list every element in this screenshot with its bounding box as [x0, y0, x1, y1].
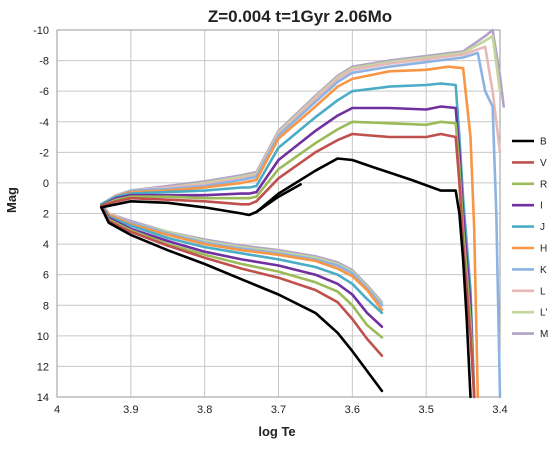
legend-label: R — [540, 179, 547, 190]
series-line-lower — [100, 206, 384, 393]
series-line-giant — [255, 157, 472, 399]
series-H-group — [100, 65, 480, 399]
series-line-upper — [100, 196, 258, 208]
x-tick-label: 3.7 — [271, 404, 286, 416]
series-B-group — [100, 157, 472, 399]
legend-label: V — [540, 158, 547, 169]
x-tick-label: 3.6 — [345, 404, 360, 416]
series-V-group — [100, 132, 476, 399]
series-line-lower — [100, 203, 384, 312]
y-tick-label: -2 — [39, 147, 49, 159]
x-tick-label: 3.5 — [419, 404, 434, 416]
x-tick-label: 3.4 — [492, 404, 507, 416]
legend-label: B — [540, 137, 547, 148]
legend-item: I — [512, 201, 543, 212]
y-tick-label: -8 — [39, 56, 49, 68]
legend-label: I — [540, 201, 543, 212]
legend-item: L — [512, 286, 546, 297]
x-tick-labels: 4 3.9 3.8 3.7 3.6 3.5 3.4 — [54, 404, 508, 416]
x-tick-label: 3.8 — [197, 404, 212, 416]
series-R-group — [100, 120, 476, 399]
y-axis-label: Mag — [4, 187, 19, 213]
legend-label: K — [540, 265, 547, 276]
series-K-group — [100, 51, 502, 399]
legend-item: R — [512, 179, 547, 190]
y-tick-label: -10 — [33, 25, 49, 37]
series-line-lower — [100, 204, 384, 339]
series-line-upper — [100, 190, 258, 208]
chart-title: Z=0.004 t=1Gyr 2.06Mo — [208, 7, 392, 26]
legend-item: K — [512, 265, 547, 276]
y-tick-label: 0 — [43, 178, 49, 190]
y-tick-label: -4 — [39, 117, 49, 129]
series-line-lower — [100, 203, 384, 307]
series-line-lower — [100, 204, 384, 357]
series-line-giant — [255, 45, 502, 177]
legend-item: B — [512, 137, 547, 148]
x-tick-label: 3.9 — [123, 404, 138, 416]
legend-label: H — [540, 244, 547, 255]
legend-label: J — [540, 222, 545, 233]
grid-layer — [56, 29, 501, 398]
y-tick-label: -6 — [39, 86, 49, 98]
legend-item: M — [512, 329, 548, 340]
legend-item: H — [512, 244, 547, 255]
series-M-group — [100, 28, 505, 304]
legend-item: J — [512, 222, 545, 233]
series-line-upper — [100, 195, 258, 208]
legend-label: M — [540, 329, 548, 340]
y-tick-label: 2 — [43, 209, 49, 221]
series-L-group — [100, 45, 502, 307]
series-layer — [100, 28, 505, 399]
y-tick-label: 8 — [43, 300, 49, 312]
y-tick-label: 10 — [37, 331, 49, 343]
legend-label: L' — [540, 308, 548, 319]
y-tick-label: 6 — [43, 270, 49, 282]
series-line-lower — [100, 203, 384, 315]
y-tick-label: 12 — [37, 361, 49, 373]
series-line-upper — [100, 184, 258, 206]
series-line-lower — [100, 203, 384, 307]
series-line-giant — [255, 65, 480, 399]
legend-item: V — [512, 158, 547, 169]
legend-item: L' — [512, 308, 548, 319]
x-axis-label: log Te — [258, 424, 295, 439]
x-tick-label: 4 — [54, 404, 60, 416]
plot-frame — [56, 29, 501, 398]
y-tick-label: 14 — [37, 392, 49, 404]
y-tick-labels: -10 -8 -6 -4 -2 0 2 4 6 8 10 12 14 — [33, 25, 49, 404]
series-line-giant — [255, 132, 476, 399]
series-line-giant — [255, 51, 502, 399]
y-tick-label: 4 — [43, 239, 49, 251]
legend-label: L — [540, 286, 546, 297]
series-line-lower — [100, 204, 384, 328]
